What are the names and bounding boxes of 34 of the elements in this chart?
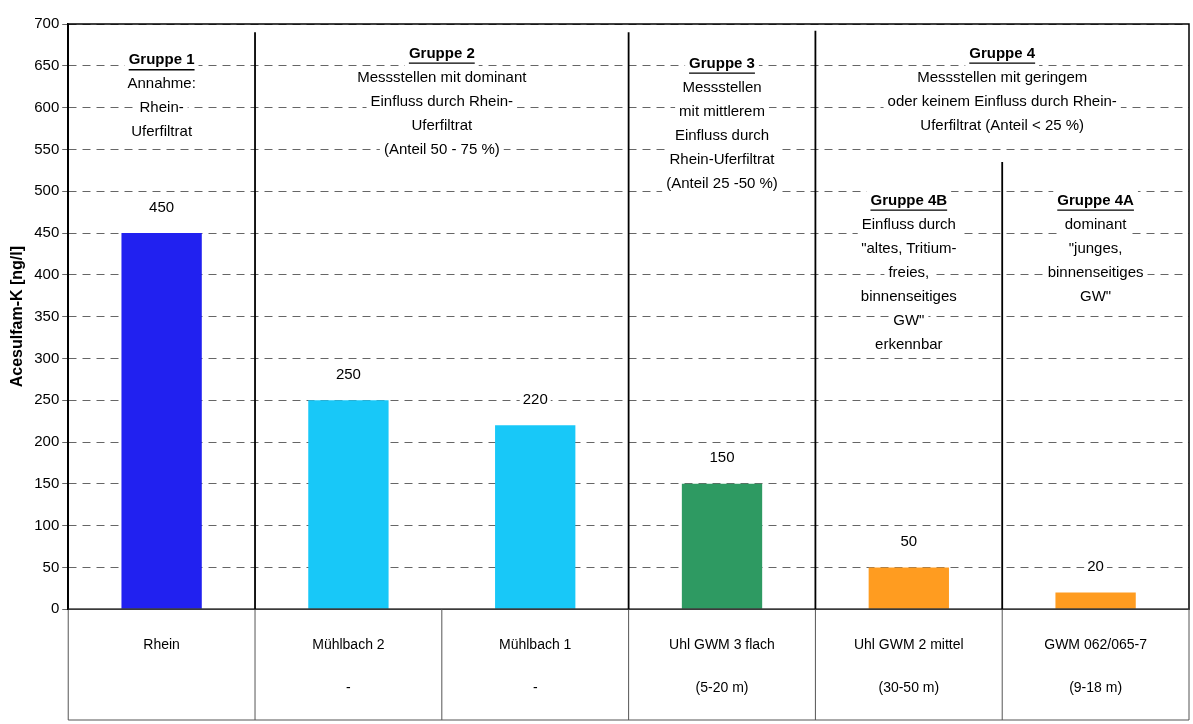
y-tick-label: 600	[34, 97, 60, 115]
annotation: Gruppe 4A dominant "junges, binnenseitiges GW"	[1047, 190, 1144, 304]
y-tick-label: 700	[34, 14, 60, 32]
data-label: 250	[335, 364, 361, 382]
y-tick-label: 300	[34, 348, 60, 366]
y-tick-label: 650	[34, 55, 60, 73]
category-label: Mühlbach 1 -	[499, 635, 572, 696]
annotation: Gruppe 2 Messstellen mit dominant Einfluss durch Rhein- Uferfiltrat (Anteil 50 - 75 %)	[357, 43, 528, 157]
y-tick-label: 350	[34, 306, 60, 324]
data-label: 450	[149, 197, 175, 215]
y-tick-label: 150	[34, 473, 60, 491]
annotation: Gruppe 1 Annahme: Rhein- Uferfiltrat	[127, 50, 196, 140]
y-tick-label: 200	[34, 432, 60, 450]
category-label: Uhl GWM 3 flach (5-20 m)	[669, 635, 775, 696]
category-label: GWM 062/065-7 (9-18 m)	[1044, 635, 1147, 696]
y-tick-label: 550	[34, 139, 60, 157]
y-tick-label: 50	[42, 557, 60, 575]
x-tick-label: Rhein	[143, 635, 180, 652]
annotation: Gruppe 3 Messstellen mit mittlerem Einfluss durch Rhein-Uferfiltrat (Anteil 25 -50 %)	[666, 53, 778, 191]
data-label: 150	[709, 448, 735, 466]
data-label: 20	[1087, 557, 1104, 575]
y-tick-label: 100	[34, 515, 60, 533]
y-tick-label: 0	[50, 599, 60, 617]
category-label: Mühlbach 2 -	[312, 635, 385, 696]
y-tick-label: 400	[34, 264, 60, 282]
annotation: Gruppe 4 Messstellen mit geringem oder keinem Einfluss durch Rhein- Uferfiltrat (Anteil < 25 %)	[887, 43, 1117, 133]
annotation: Gruppe 4B Einfluss durch "altes, Tritium- freies, binnenseitiges GW" erkennbar	[860, 190, 957, 352]
y-tick-label: 450	[34, 223, 60, 241]
y-tick-label: 250	[34, 390, 60, 408]
data-label: 50	[900, 532, 918, 550]
category-label: Uhl GWM 2 mittel (30-50 m)	[853, 635, 964, 696]
data-label: 220	[522, 389, 548, 407]
y-axis-title: Acesulfam-K [ng/l]	[8, 245, 26, 388]
y-tick-label: 500	[34, 181, 60, 199]
